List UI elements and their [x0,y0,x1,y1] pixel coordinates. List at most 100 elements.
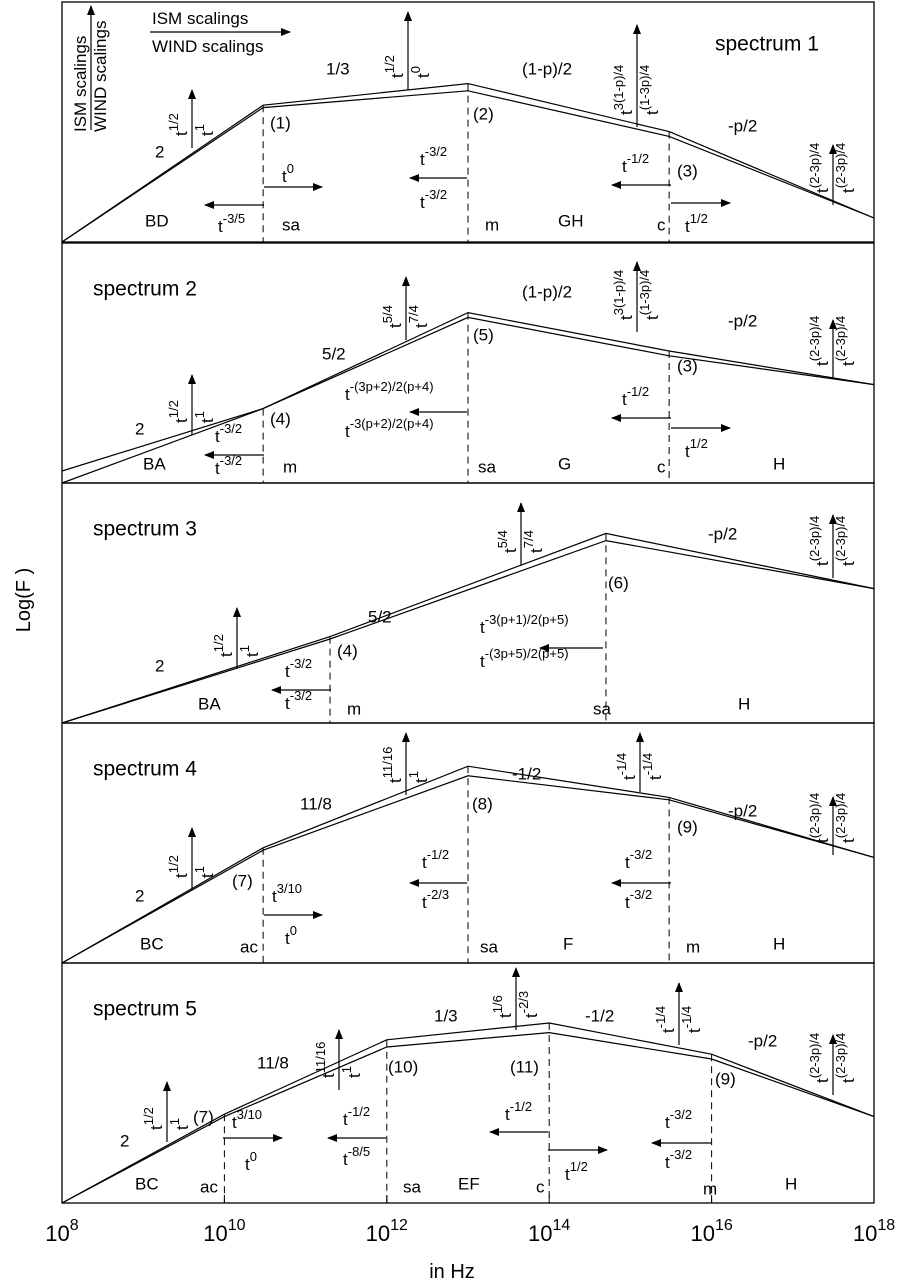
scaling-exponent: -3/2 [425,144,447,159]
annotation: m [703,1179,717,1198]
x-tick-exponent: 8 [70,1217,79,1234]
scaling-base: t [285,929,290,948]
annotation: 11/8 [257,1053,289,1072]
scaling-label: t3(1-p)/4 [611,65,636,115]
scaling-base: t [501,548,520,553]
scaling-base: t [665,1113,670,1132]
scaling-label: t-3/2 [285,656,312,681]
scaling-label: t1/2 [141,1107,166,1130]
spectrum-line [61,1031,875,1204]
annotation: (7) [232,871,253,890]
scaling-exponent: -(3p+2)/2(p+4) [350,379,434,394]
y-axis-label: Log(F ) [13,568,35,632]
scaling-exponent: -2/3 [516,991,531,1013]
scaling-base: t [565,1165,570,1184]
scaling-label: t3(1-p)/4 [611,270,636,320]
scaling-label: t-1/4 [679,1006,704,1033]
legend-ism: ISM scalings [152,9,248,28]
scaling-exponent: -3/2 [425,187,447,202]
scaling-base: t [215,427,220,446]
scaling-label: t-1/2 [343,1104,370,1129]
annotation: sa [480,937,499,956]
scaling-exponent: 11/16 [313,1042,328,1074]
scaling-exponent: 1 [167,1118,182,1125]
annotation: (4) [270,409,291,428]
scaling-base: t [412,778,431,783]
scaling-label: t(2-3p)/4 [833,793,858,843]
annotation: ac [240,937,258,956]
scaling-exponent: 1 [192,866,207,873]
scaling-exponent: -1/4 [640,753,655,775]
scaling-base: t [420,193,425,212]
scaling-base: t [232,1113,237,1132]
annotation: BA [198,694,221,713]
scaling-base: t [622,390,627,409]
x-tick-base: 10 [203,1221,227,1246]
scaling-base: t [685,1028,704,1033]
scaling-base: t [643,110,662,115]
scaling-base: t [345,1073,364,1078]
scaling-base: t [343,1150,348,1169]
scaling-label: t-1/2 [622,151,649,176]
annotation: (1) [270,113,291,132]
scaling-exponent: (2-3p)/4 [807,793,822,839]
spectrum-line [61,1022,875,1204]
scaling-base: t [243,652,262,657]
annotation: (10) [388,1057,418,1076]
annotation: m [283,457,297,476]
scaling-exponent: -3/5 [223,211,245,226]
x-tick-base: 10 [366,1221,390,1246]
scaling-label: t-1/2 [622,384,649,409]
scaling-label: t-3/2 [420,187,447,212]
scaling-base: t [215,459,220,478]
x-tick-label: 108 [45,1217,78,1246]
annotation: sa [593,699,612,718]
scaling-label: t1 [237,645,262,657]
scaling-base: t [319,1073,338,1078]
scaling-label: t(1-3p)/4 [637,270,662,320]
annotation: 2 [135,886,144,905]
scaling-label: t(2-3p)/4 [833,516,858,566]
annotation: 2 [135,419,144,438]
scaling-exponent: -3/2 [630,887,652,902]
scaling-label: t0 [245,1149,257,1174]
annotation: 1/3 [326,59,350,78]
scaling-base: t [643,315,662,320]
scaling-base: t [245,1155,250,1174]
annotation: (2) [473,104,494,123]
annotation: H [773,934,785,953]
scaling-exponent: 1/6 [490,995,505,1013]
scaling-base: t [422,893,427,912]
scaling-label: t-3/2 [420,144,447,169]
annotation: BC [140,934,164,953]
annotation: -1/2 [585,1006,614,1025]
scaling-label: t(2-3p)/4 [807,316,832,366]
scaling-exponent: -1/4 [679,1006,694,1028]
scaling-label: t(2-3p)/4 [807,143,832,193]
scaling-base: t [813,561,832,566]
scaling-exponent: -3/2 [670,1147,692,1162]
scaling-label: t0 [408,66,433,78]
scaling-exponent: -8/5 [348,1144,370,1159]
scaling-base: t [522,1013,541,1018]
annotation: EF [458,1174,480,1193]
scaling-base: t [659,1028,678,1033]
scaling-exponent: -1/2 [627,384,649,399]
annotation: -p/2 [728,116,757,135]
scaling-base: t [527,548,546,553]
scaling-base: t [345,385,350,404]
spectrum-line [61,532,875,724]
scaling-label: t11/16 [313,1042,338,1078]
scaling-exponent: 1 [339,1066,354,1073]
annotation: m [347,699,361,718]
annotation: 1/3 [434,1006,458,1025]
annotation: F [563,934,573,953]
scaling-label: t1/2 [211,634,236,657]
annotation: 11/8 [300,794,332,813]
annotation: (9) [715,1069,736,1088]
x-tick-exponent: 12 [390,1217,408,1234]
scaling-base: t [622,157,627,176]
scaling-exponent: -3/2 [670,1107,692,1122]
scaling-label: t1/2 [565,1159,588,1184]
annotation: -p/2 [748,1031,777,1050]
